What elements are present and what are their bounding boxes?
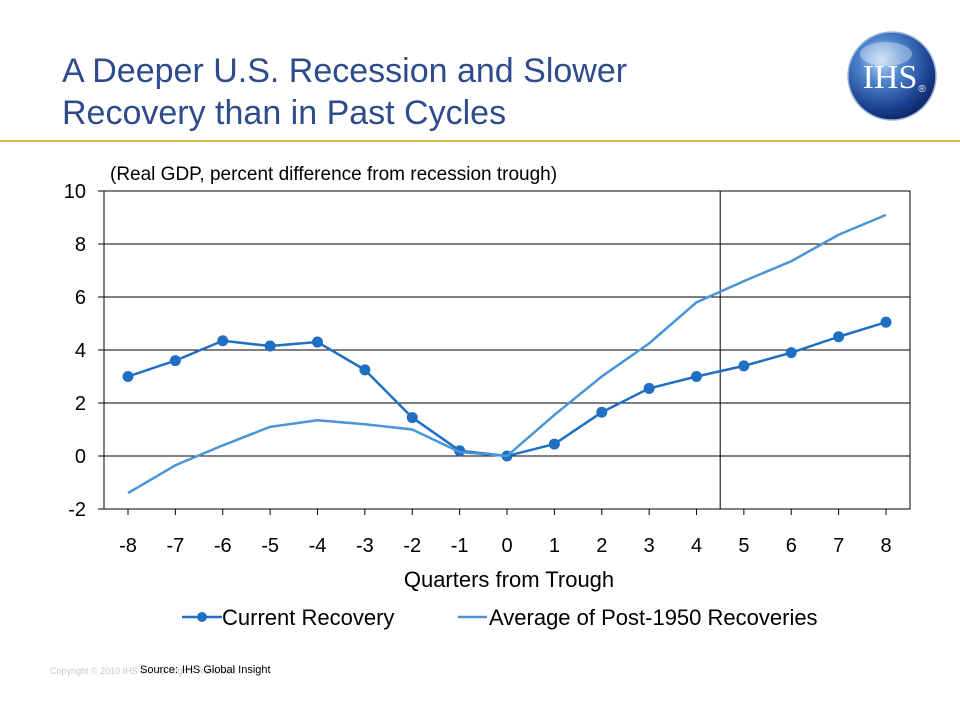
legend-marker: [197, 612, 207, 622]
x-tick-label: 4: [691, 535, 702, 557]
x-tick-label: 5: [738, 535, 749, 557]
y-tick-label: 6: [75, 287, 86, 309]
data-point: [738, 360, 750, 372]
y-tick-label: 10: [64, 181, 86, 203]
x-tick-label: -6: [214, 535, 232, 557]
legend-label-2: Average of Post-1950 Recoveries: [489, 605, 818, 630]
x-tick-label: -7: [166, 535, 184, 557]
data-point: [833, 331, 845, 343]
logo-text: IHS: [863, 59, 918, 96]
logo-sphere: [847, 31, 937, 121]
data-point: [359, 364, 371, 376]
legend-label-1: Current Recovery: [222, 605, 394, 630]
x-tick-label: 3: [644, 535, 655, 557]
x-tick-label: -3: [356, 535, 374, 557]
series-line-1: [127, 320, 887, 458]
series-lines: [122, 213, 892, 495]
title-divider: [0, 140, 960, 142]
chart-subtitle: (Real GDP, percent difference from reces…: [110, 164, 557, 185]
data-point: [596, 406, 608, 418]
data-point: [169, 355, 181, 367]
x-tick-label: 6: [786, 535, 797, 557]
series-line-2: [127, 213, 887, 495]
slide-title-line-2: Recovery than in Past Cycles: [62, 94, 507, 132]
x-tick-label: -1: [451, 535, 469, 557]
x-tick-label: 2: [596, 535, 607, 557]
legend: Current Recovery Average of Post-1950 Rec…: [182, 605, 818, 630]
data-point: [643, 382, 655, 394]
data-point: [691, 371, 702, 382]
data-point: [785, 347, 797, 359]
logo-registered-mark: ®: [918, 84, 926, 95]
source-note: Source: IHS Global Insight: [140, 664, 275, 676]
y-tick-label: 2: [75, 393, 86, 415]
y-tick-label: 4: [75, 340, 86, 362]
x-axis-ticks: -8 -7 -6 -5 -4 -3 -2 -1 0 1 2 3 4 5 6 7 8: [119, 509, 892, 557]
x-tick-label: -2: [403, 535, 421, 557]
x-tick-label: -8: [119, 535, 137, 557]
slide-title: A Deeper U.S. Recession and Slower Recov…: [62, 50, 822, 134]
y-axis-ticks: -2 0 2 4 6 8 10: [64, 181, 104, 521]
x-tick-label: 7: [833, 535, 844, 557]
data-point: [217, 335, 229, 347]
source-label: Source:: [140, 664, 178, 676]
data-point: [312, 336, 323, 348]
x-tick-label: 0: [501, 535, 512, 557]
source-value: IHS Global Insight: [181, 664, 271, 676]
x-tick-label: 8: [880, 535, 891, 557]
data-point: [548, 438, 560, 450]
slide-title-line-1: A Deeper U.S. Recession and Slower: [62, 52, 628, 90]
x-tick-label: 1: [549, 535, 560, 557]
data-point: [406, 412, 418, 424]
ihs-logo: IHS ®: [847, 31, 937, 121]
data-point: [264, 340, 276, 352]
logo-highlight: [860, 42, 912, 66]
data-point: [880, 316, 892, 328]
data-point: [122, 371, 134, 382]
y-tick-label: 0: [75, 446, 86, 468]
copyright-text: Copyright © 2010 IHS Inc. All Rights Res…: [50, 666, 239, 676]
x-tick-label: -4: [309, 535, 327, 557]
y-tick-label: 8: [75, 234, 86, 256]
x-axis-title: Quarters from Trough: [404, 567, 614, 592]
x-tick-label: -5: [261, 535, 279, 557]
y-tick-label: -2: [68, 499, 86, 521]
